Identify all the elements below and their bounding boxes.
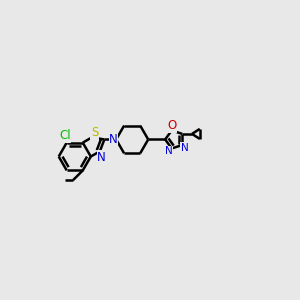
Text: N: N [181,142,189,153]
Text: N: N [165,146,172,156]
Text: N: N [97,151,106,164]
Text: N: N [109,133,118,146]
Text: S: S [91,126,98,139]
Text: O: O [167,119,176,132]
Text: Cl: Cl [59,129,71,142]
